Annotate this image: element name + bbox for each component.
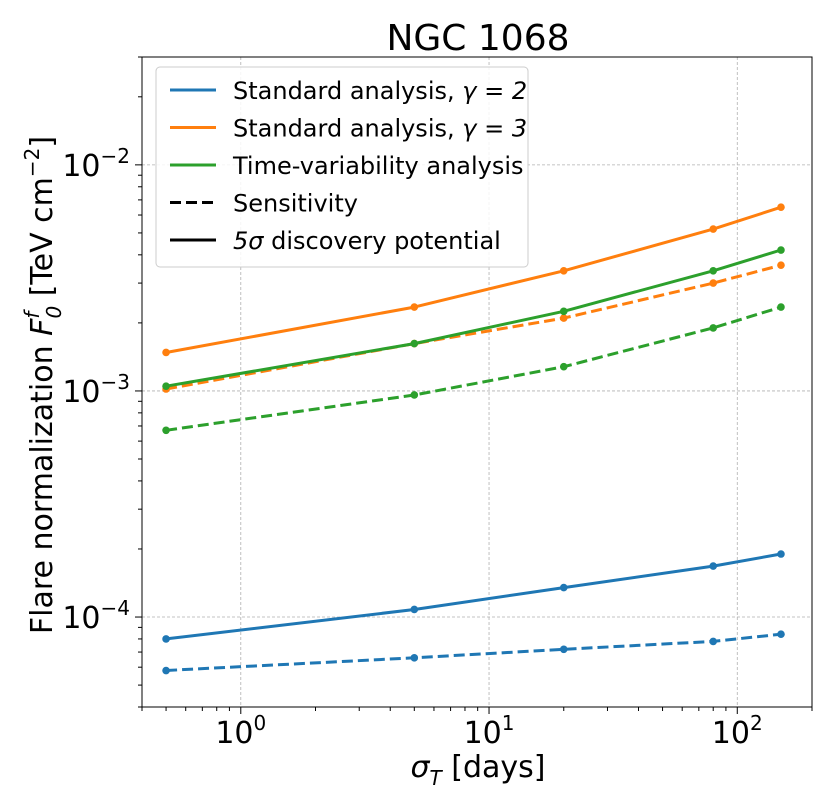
y-tick-label: 10−3 bbox=[62, 370, 130, 410]
data-point bbox=[410, 391, 419, 399]
legend-box bbox=[155, 66, 529, 268]
data-point bbox=[162, 635, 170, 643]
data-point bbox=[777, 261, 785, 269]
data-point bbox=[709, 324, 718, 332]
legend-label-2: Time-variability analysis bbox=[232, 152, 524, 180]
x-tick-label: 101 bbox=[464, 711, 515, 751]
data-point bbox=[559, 307, 568, 316]
data-point bbox=[709, 562, 718, 570]
data-point bbox=[559, 314, 568, 322]
legend-label-4: 5σ discovery potential bbox=[233, 227, 501, 255]
ticks: 100 101 102 10−4 10−3 10−2 bbox=[62, 56, 813, 751]
series-line-4 bbox=[165, 248, 782, 388]
data-point bbox=[777, 203, 785, 211]
plot-frame bbox=[141, 56, 813, 708]
legend-label-1: Standard analysis, γ = 3 bbox=[233, 115, 527, 143]
data-point bbox=[777, 550, 785, 558]
data-point bbox=[410, 654, 419, 662]
data-point bbox=[709, 637, 718, 646]
series-layer bbox=[162, 203, 785, 675]
data-point bbox=[162, 382, 170, 390]
data-point bbox=[709, 266, 718, 275]
chart-title: NGC 1068 bbox=[386, 18, 569, 59]
data-point bbox=[777, 630, 785, 638]
y-axis-label: Flare normalization Ff0 [TeV cm−2] bbox=[20, 136, 66, 634]
data-point bbox=[410, 339, 419, 348]
data-point bbox=[559, 266, 568, 275]
series-line-1 bbox=[166, 632, 782, 672]
data-point bbox=[559, 362, 568, 371]
data-point bbox=[162, 426, 170, 435]
data-point bbox=[559, 583, 568, 592]
data-point bbox=[709, 225, 718, 233]
data-point bbox=[777, 303, 785, 311]
x-tick-label: 102 bbox=[712, 711, 763, 751]
x-axis-label: σT [days] bbox=[411, 750, 546, 790]
y-tick-label: 10−2 bbox=[62, 144, 130, 184]
data-point bbox=[709, 279, 718, 287]
x-tick-label: 100 bbox=[215, 711, 266, 751]
series-line-0 bbox=[165, 552, 782, 641]
legend-label-3: Sensitivity bbox=[233, 190, 358, 218]
data-point bbox=[162, 666, 170, 675]
y-tick-label: 10−4 bbox=[62, 596, 130, 636]
data-point bbox=[162, 348, 170, 357]
data-point bbox=[410, 303, 419, 311]
data-point bbox=[777, 246, 785, 254]
legend: Standard analysis, γ = 2 Standard analysi… bbox=[155, 66, 529, 268]
legend-label-0: Standard analysis, γ = 2 bbox=[233, 77, 527, 105]
series-line-5 bbox=[165, 305, 782, 432]
data-point bbox=[559, 645, 568, 654]
data-point bbox=[410, 605, 419, 614]
